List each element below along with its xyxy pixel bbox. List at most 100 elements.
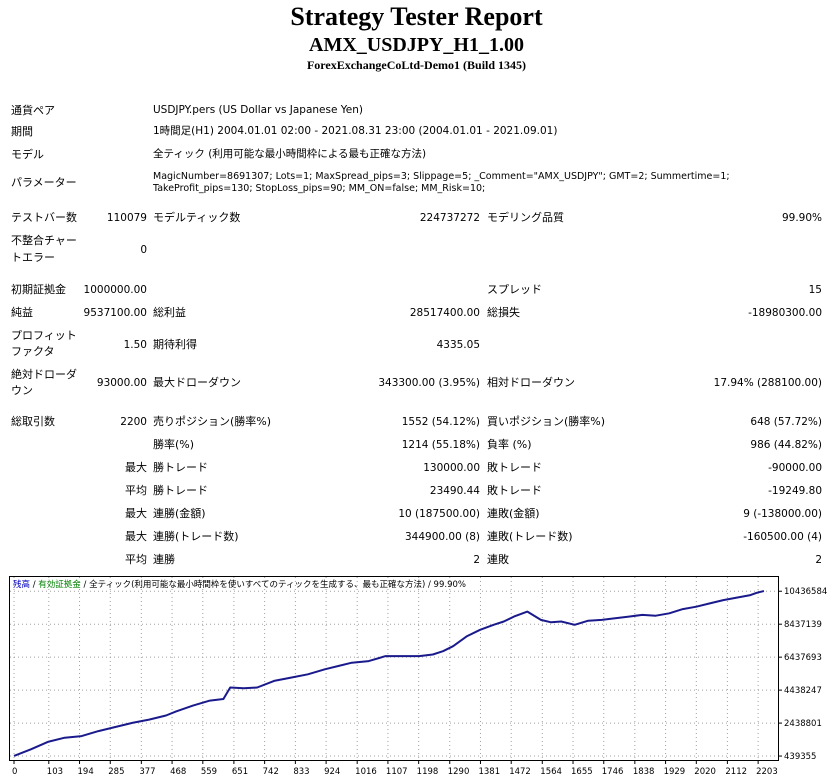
x-tick-label: 559 (201, 767, 217, 777)
x-tick-label: 651 (232, 767, 248, 777)
x-tick-label: 103 (47, 767, 63, 777)
avg-cons-loss-label: 連敗 (487, 553, 509, 566)
cons-win-money-value: 10 (187500.00) (398, 508, 480, 520)
avg-loss-value: -19249.80 (768, 485, 822, 497)
max-drawdown-value: 343300.00 (3.95%) (378, 377, 480, 389)
cons-win-money-label: 連勝(金額) (153, 507, 206, 520)
avg-label: 平均 (125, 484, 147, 497)
symbol-value: USDJPY.pers (US Dollar vs Japanese Yen) (153, 104, 363, 116)
max-label: 最大 (125, 461, 147, 474)
period-label: 期間 (11, 125, 33, 138)
x-tick-label: 742 (263, 767, 279, 777)
avg-cons-win-value: 2 (473, 554, 480, 566)
ticks-value: 224737272 (419, 212, 480, 224)
deposit-value: 1000000.00 (83, 284, 147, 296)
max-label-3: 最大 (125, 530, 147, 543)
cons-win-trades-label: 連勝(トレード数) (153, 530, 239, 543)
mismatch-label-line1: 不整合チャー (11, 234, 77, 247)
gross-profit-value: 28517400.00 (409, 307, 480, 319)
avg-label-2: 平均 (125, 553, 147, 566)
gross-loss-label: 総損失 (487, 306, 520, 319)
legend-separator: / (33, 580, 39, 590)
legend-model: 全ティック(利用可能な最小時間枠を使いすべてのティックを生成する、最も正確な方法… (89, 579, 425, 590)
gross-profit-label: 総利益 (153, 306, 186, 319)
y-tick-label: 439355 (784, 752, 816, 762)
deposit-label: 初期証拠金 (11, 283, 66, 296)
cons-loss-trades-label: 連敗(トレード数) (487, 530, 573, 543)
y-tick-label: 4438247 (784, 686, 822, 696)
cons-win-trades-value: 344900.00 (8) (405, 531, 480, 543)
total-trades-value: 2200 (120, 416, 147, 428)
params-line2: TakeProfit_pips=130; StopLoss_pips=90; M… (153, 183, 486, 194)
x-tick-label: 1929 (664, 767, 686, 777)
chart-frame (9, 576, 779, 761)
avg-loss-label: 敗トレード (487, 484, 542, 497)
legend-lots: 有効証拠金 (38, 579, 81, 590)
x-tick-label: 194 (78, 767, 94, 777)
x-tick-label: 1655 (571, 767, 593, 777)
win-rate-label: 勝率(%) (153, 438, 195, 451)
expected-payoff-label: 期待利得 (153, 338, 197, 351)
x-tick-label: 1746 (602, 767, 624, 777)
avg-win-value: 23490.44 (429, 485, 480, 497)
expected-payoff-value: 4335.05 (436, 339, 480, 351)
chart-grid (10, 577, 778, 760)
x-tick-label: 0 (12, 767, 17, 777)
profit-factor-label-line2: ファクタ (11, 345, 55, 358)
x-tick-label: 1198 (417, 767, 439, 777)
loss-rate-value: 986 (44.82%) (750, 439, 822, 451)
rel-drawdown-value: 17.94% (288100.00) (713, 377, 822, 389)
x-tick-label: 285 (108, 767, 124, 777)
x-tick-label: 1564 (540, 767, 562, 777)
profit-factor-label-line1: プロフィット (11, 329, 77, 342)
x-tick-label: 468 (170, 767, 186, 777)
legend-quality: / 99.90% (428, 580, 466, 590)
x-tick-label: 1107 (386, 767, 408, 777)
y-tick-label: 10436584 (784, 587, 827, 597)
balance-line (13, 590, 765, 757)
x-tick-label: 2203 (756, 767, 778, 777)
max-drawdown-label: 最大ドローダウン (153, 376, 241, 389)
x-tick-label: 833 (293, 767, 309, 777)
report-server: ForexExchangeCoLtd-Demo1 (Build 1345) (306, 58, 527, 72)
report-title: Strategy Tester Report (290, 2, 543, 31)
y-tick-label: 8437139 (784, 620, 822, 630)
params-label: パラメーター (11, 176, 77, 189)
avg-cons-loss-value: 2 (815, 554, 822, 566)
short-positions-value: 1552 (54.12%) (401, 416, 480, 428)
x-tick-label: 924 (324, 767, 340, 777)
rel-drawdown-label: 相対ドローダウン (487, 376, 575, 389)
x-axis: 0 103 194 285 377 468 559 651 742 833 924 1016 1107 1… (12, 760, 778, 777)
params-line1: MagicNumber=8691307; Lots=1; MaxSpread_p… (153, 171, 730, 182)
model-value: 全ティック (利用可能な最小時間枠による最も正確な方法) (153, 148, 427, 160)
x-tick-label: 1838 (633, 767, 655, 777)
legend-balance: 残高 (13, 579, 30, 590)
net-profit-label: 純益 (11, 306, 33, 319)
avg-win-label: 勝トレード (153, 484, 208, 497)
win-rate-value: 1214 (55.18%) (401, 439, 480, 451)
largest-win-value: 130000.00 (423, 462, 480, 474)
profit-factor-value: 1.50 (123, 339, 147, 351)
cons-loss-trades-value: -160500.00 (4) (743, 531, 822, 543)
net-profit-value: 9537100.00 (83, 307, 147, 319)
ticks-label: モデルティック数 (153, 211, 241, 224)
quality-value: 99.90% (781, 212, 822, 224)
mismatch-label-line2: トエラー (11, 251, 55, 264)
x-tick-label: 2020 (694, 767, 716, 777)
short-positions-label: 売りポジション(勝率%) (153, 415, 272, 428)
x-tick-label: 377 (139, 767, 155, 777)
long-positions-label: 買いポジション(勝率%) (487, 415, 606, 428)
cons-loss-money-value: 9 (-138000.00) (743, 508, 822, 520)
largest-win-label: 勝トレード (153, 461, 208, 474)
largest-loss-label: 敗トレード (487, 461, 542, 474)
largest-loss-value: -90000.00 (768, 462, 822, 474)
total-trades-label: 総取引数 (11, 415, 55, 428)
mismatch-value: 0 (140, 244, 147, 256)
y-axis: 439355 2438801 4438247 6437693 8437139 104365… (778, 587, 827, 762)
report-subtitle: AMX_USDJPY_H1_1.00 (309, 34, 524, 56)
x-tick-label: 1290 (448, 767, 470, 777)
chart-series (13, 590, 765, 757)
y-tick-label: 6437693 (784, 653, 822, 663)
abs-drawdown-label-line2: ウン (11, 384, 33, 397)
long-positions-value: 648 (57.72%) (750, 416, 822, 428)
